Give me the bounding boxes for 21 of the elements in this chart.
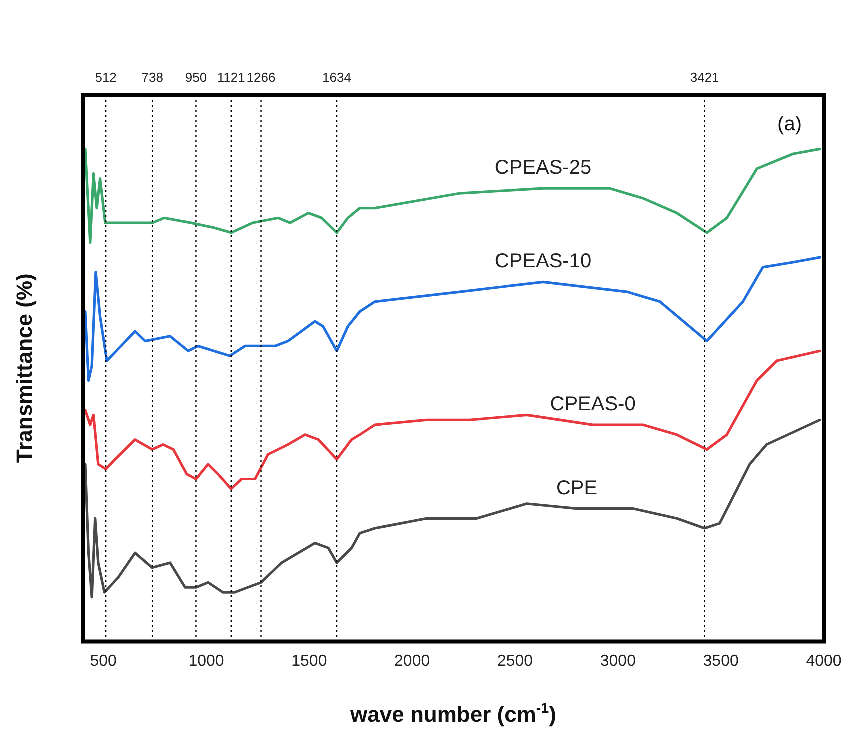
- series-label: CPEAS-25: [494, 157, 592, 180]
- text: (a): [778, 114, 802, 136]
- series-label: CPEAS-10: [494, 250, 592, 273]
- ref-line-label: 950: [185, 70, 208, 86]
- x-tick-label: 2500: [497, 652, 534, 670]
- ref-line-label: 1634: [322, 70, 352, 86]
- y-axis-title: Transmittance (%): [12, 274, 37, 464]
- x-tick-label: 4000: [806, 652, 842, 670]
- x-tick-label: 500: [90, 652, 118, 670]
- ref-line-label: 1266: [246, 70, 276, 86]
- ref-line-label: 3421: [690, 70, 720, 86]
- ref-line-label: 1121: [217, 70, 246, 86]
- x-tick-label: 1500: [292, 652, 328, 670]
- ref-line-label: 738: [142, 70, 164, 86]
- series-label: CPE: [556, 477, 598, 500]
- x-tick-label: 3500: [703, 652, 739, 670]
- x-tick-label: 3000: [600, 652, 636, 670]
- ref-line-label: 512: [95, 70, 117, 86]
- x-tick-label: 1000: [188, 652, 224, 670]
- series-label: CPEAS-0: [550, 394, 636, 416]
- x-tick-label: 2000: [394, 652, 430, 670]
